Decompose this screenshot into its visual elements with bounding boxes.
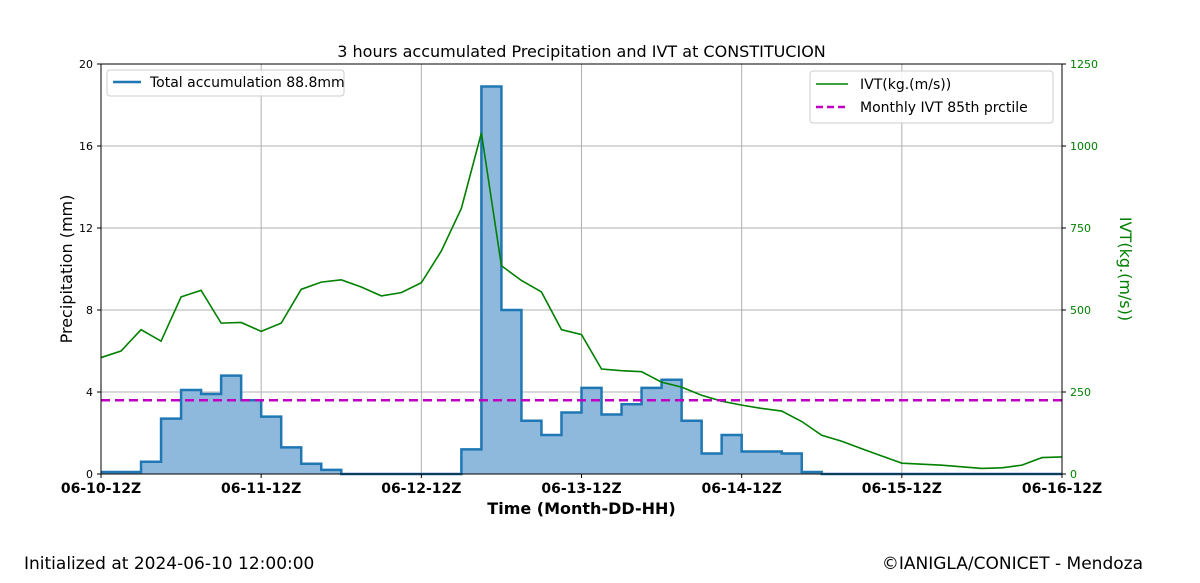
x-tick-label: 06-13-12Z	[541, 481, 621, 497]
legend-entry-ivt: IVT(kg.(m/s))	[860, 77, 951, 93]
x-tick-label: 06-12-12Z	[381, 481, 461, 497]
y-tick-label: 12	[79, 222, 93, 235]
x-axis-label: Time (Month-DD-HH)	[487, 499, 675, 518]
x-tick-label: 06-14-12Z	[702, 481, 782, 497]
x-tick-label: 06-10-12Z	[61, 481, 141, 497]
chart-title: 3 hours accumulated Precipitation and IV…	[337, 42, 826, 61]
ivt-line	[100, 132, 1063, 470]
legend-entry-threshold: Monthly IVT 85th prctile	[860, 100, 1028, 116]
y2-tick-label: 1000	[1070, 140, 1098, 153]
x-tick-label: 06-11-12Z	[221, 481, 301, 497]
precip-step-line	[101, 85, 1062, 476]
legend-box	[809, 70, 1054, 124]
legend-box	[106, 69, 345, 97]
y-tick-label: 0	[86, 468, 93, 481]
y2-axis-label: IVT(kg.(m/s))	[1116, 217, 1135, 321]
legend-entry-precip: Total accumulation 88.8mm	[149, 75, 345, 91]
y2-tick-label: 500	[1070, 304, 1091, 317]
precipitation-series	[101, 85, 1062, 476]
x-tick-label: 06-15-12Z	[862, 481, 942, 497]
legend-ivt: IVT(kg.(m/s)) Monthly IVT 85th prctile	[809, 70, 1054, 124]
initialized-timestamp: Initialized at 2024-06-10 12:00:00	[24, 554, 315, 574]
y2-tick-label: 250	[1070, 386, 1091, 399]
axes: 06-10-12Z 06-11-12Z 06-12-12Z 06-13-12Z 06-1…	[61, 58, 1102, 497]
y-tick-label: 16	[79, 140, 93, 153]
y-tick-label: 8	[86, 304, 93, 317]
y-axis-label: Precipitation (mm)	[57, 195, 76, 344]
ivt-series	[100, 132, 1063, 470]
legend-precipitation: Total accumulation 88.8mm	[106, 69, 345, 97]
y2-tick-label: 750	[1070, 222, 1091, 235]
credit-text: ©IANIGLA/CONICET - Mendoza	[881, 554, 1143, 574]
y-tick-label: 20	[79, 58, 93, 71]
y2-tick-label: 1250	[1070, 58, 1098, 71]
y2-tick-label: 0	[1070, 468, 1077, 481]
y-tick-label: 4	[86, 386, 93, 399]
x-tick-label: 06-16-12Z	[1022, 481, 1102, 497]
